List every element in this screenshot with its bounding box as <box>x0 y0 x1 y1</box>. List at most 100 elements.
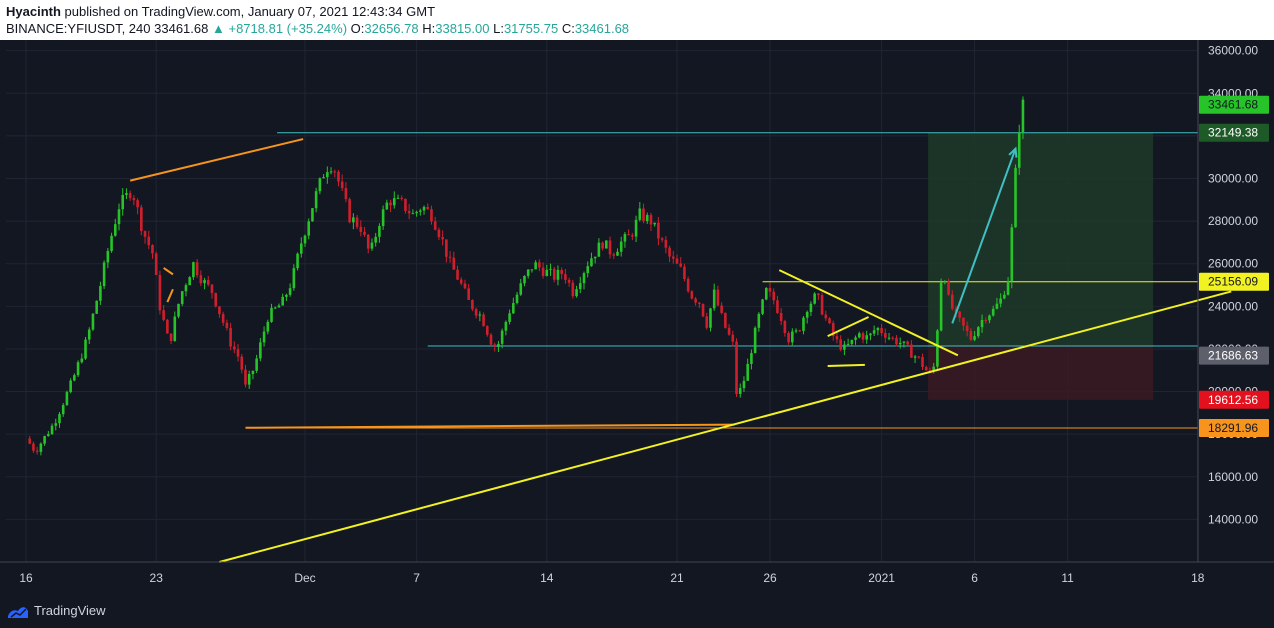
published-text: published on TradingView.com, January 07… <box>64 4 436 19</box>
arrow-head-icon <box>1008 146 1018 158</box>
price-label: 33461.68 <box>1208 98 1258 112</box>
candle-body <box>95 300 98 314</box>
trendline-2 <box>163 267 174 276</box>
candle-body <box>835 336 839 340</box>
candle-body <box>519 283 523 295</box>
candle-body <box>735 341 738 394</box>
profit-zone <box>928 132 1154 347</box>
candle-body <box>545 269 549 276</box>
candle-body <box>534 262 537 270</box>
x-tick-label: 16 <box>19 571 33 585</box>
candle-body <box>459 279 463 284</box>
candle-body <box>917 356 921 358</box>
candle-body <box>236 349 240 357</box>
candle-body <box>578 283 582 290</box>
candle-body <box>616 251 619 256</box>
candle-body <box>512 303 515 314</box>
candle-body <box>657 222 660 239</box>
candle-body <box>177 303 180 317</box>
candle-body <box>314 191 318 209</box>
candle-body <box>474 309 478 316</box>
candle-body <box>99 286 102 301</box>
trendline-3 <box>166 288 174 303</box>
candle-body <box>791 331 794 343</box>
candle-body <box>363 231 366 235</box>
candle-body <box>221 314 225 323</box>
candle-body <box>668 247 671 257</box>
candle-body <box>225 322 229 328</box>
candle-body <box>482 314 485 327</box>
symbol-label[interactable]: BINANCE:YFIUSDT, 240 <box>6 21 151 36</box>
candle-body <box>928 370 932 372</box>
x-tick-label: 21 <box>670 571 684 585</box>
long-position-zones[interactable] <box>928 132 1154 400</box>
trendline-6 <box>827 316 870 338</box>
candle-body <box>724 312 727 328</box>
candle-body <box>199 275 203 284</box>
x-tick-label: 2021 <box>868 571 895 585</box>
candle-body <box>262 331 266 343</box>
price-chart[interactable]: 14000.0016000.0018000.0020000.0022000.00… <box>0 40 1274 595</box>
candle-body <box>76 362 80 376</box>
candle-body <box>716 289 720 306</box>
candle-body <box>400 197 404 199</box>
candle-body <box>619 241 623 252</box>
open-value: 32656.78 <box>364 21 419 36</box>
candle-body <box>110 235 113 251</box>
candle-body <box>210 284 214 294</box>
y-tick-label: 36000.00 <box>1208 44 1258 58</box>
candle-body <box>102 262 106 287</box>
candle-body <box>389 202 392 206</box>
candle-body <box>65 392 69 406</box>
candle-body <box>485 326 489 335</box>
candle-body <box>988 315 991 321</box>
candle-body <box>932 366 935 371</box>
candle-body <box>571 282 575 297</box>
price-label-bg <box>1199 390 1269 409</box>
candle-body <box>675 258 679 264</box>
candle-body <box>902 341 906 343</box>
candle-body <box>128 193 132 199</box>
chart-header: Hyacinth published on TradingView.com, J… <box>0 0 1274 40</box>
close-label: C: <box>561 21 575 36</box>
candle-body <box>631 235 634 237</box>
candle-body <box>285 294 288 297</box>
candle-body <box>586 266 590 274</box>
candle-body <box>195 262 199 276</box>
chart-footer: TradingView <box>0 595 1274 628</box>
candle-body <box>463 283 467 289</box>
candle-body <box>649 215 653 225</box>
candle-body <box>612 254 616 256</box>
candle-body <box>809 303 813 312</box>
x-tick-label: 11 <box>1061 571 1074 585</box>
candle-body <box>206 280 210 285</box>
author-name[interactable]: Hyacinth <box>6 4 61 19</box>
trendline-0 <box>129 138 304 182</box>
candle-body <box>352 217 355 223</box>
brand-name[interactable]: TradingView <box>34 603 106 618</box>
candle-body <box>995 303 999 309</box>
candle-body <box>173 316 177 341</box>
candle-body <box>318 178 322 192</box>
candle-body <box>374 236 377 243</box>
trendline-1 <box>245 423 735 429</box>
candle-body <box>861 333 865 340</box>
price-label-bg <box>1199 346 1269 365</box>
candle-body <box>136 200 139 208</box>
candle-body <box>664 239 668 248</box>
candle-body <box>125 193 128 195</box>
open-label: O: <box>350 21 365 36</box>
candle-body <box>605 240 608 249</box>
candle-body <box>433 221 437 230</box>
candle-body <box>392 198 396 206</box>
candle-body <box>872 330 876 334</box>
candle-body <box>991 308 995 316</box>
candle-body <box>798 330 802 332</box>
candle-body <box>742 380 746 389</box>
price-label: 32149.38 <box>1208 126 1258 140</box>
candle-body <box>270 307 273 322</box>
candle-body <box>288 288 292 295</box>
candle-body <box>1014 167 1017 228</box>
trendlines[interactable] <box>129 138 1232 563</box>
candle-body <box>329 171 333 173</box>
